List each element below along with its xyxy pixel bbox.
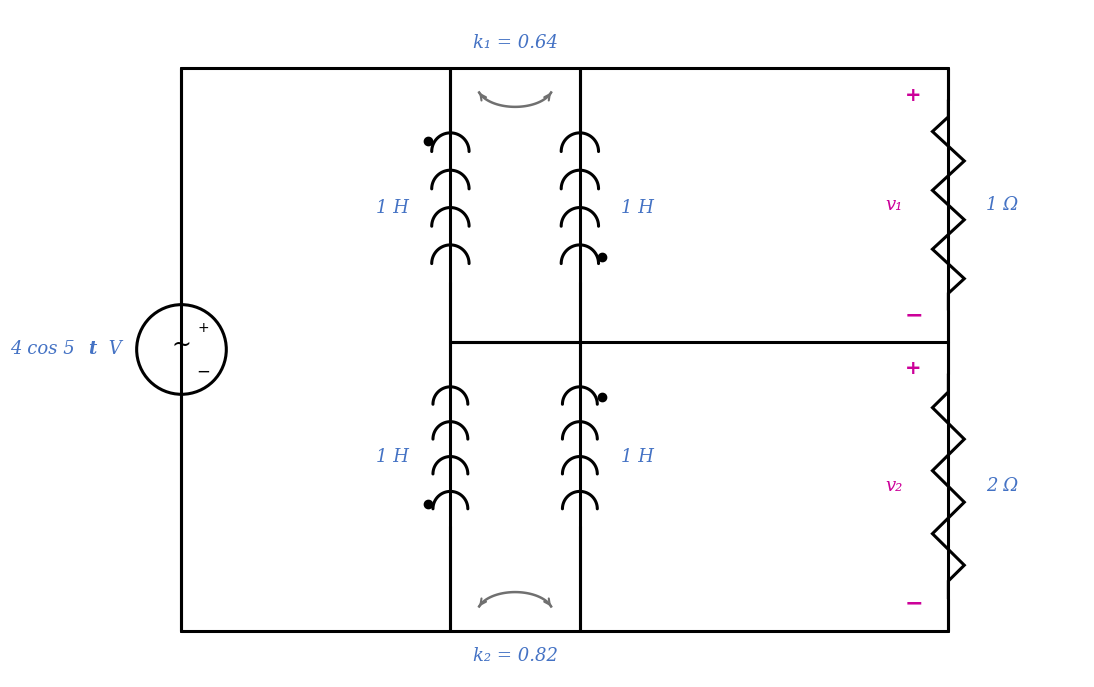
Text: k₂ = 0.82: k₂ = 0.82	[473, 646, 558, 665]
Text: v₁: v₁	[885, 196, 903, 214]
Text: −: −	[905, 594, 923, 614]
Text: 1 H: 1 H	[621, 447, 654, 466]
Text: 4 cos 5: 4 cos 5	[10, 341, 74, 359]
Text: 1 H: 1 H	[376, 447, 409, 466]
Text: +: +	[905, 359, 922, 379]
Text: ~: ~	[172, 334, 191, 357]
Text: −: −	[197, 362, 210, 381]
Text: −: −	[905, 305, 923, 325]
Text: +: +	[905, 85, 922, 104]
Text: 1 H: 1 H	[376, 199, 409, 216]
Text: k₁ = 0.64: k₁ = 0.64	[473, 34, 558, 52]
Text: 1 Ω: 1 Ω	[986, 196, 1019, 214]
Text: V: V	[103, 341, 121, 359]
Text: 2 Ω: 2 Ω	[986, 477, 1019, 495]
Text: +: +	[198, 321, 209, 335]
Text: v₂: v₂	[885, 477, 903, 495]
Text: 1 H: 1 H	[621, 199, 654, 216]
Text: t: t	[88, 341, 96, 359]
